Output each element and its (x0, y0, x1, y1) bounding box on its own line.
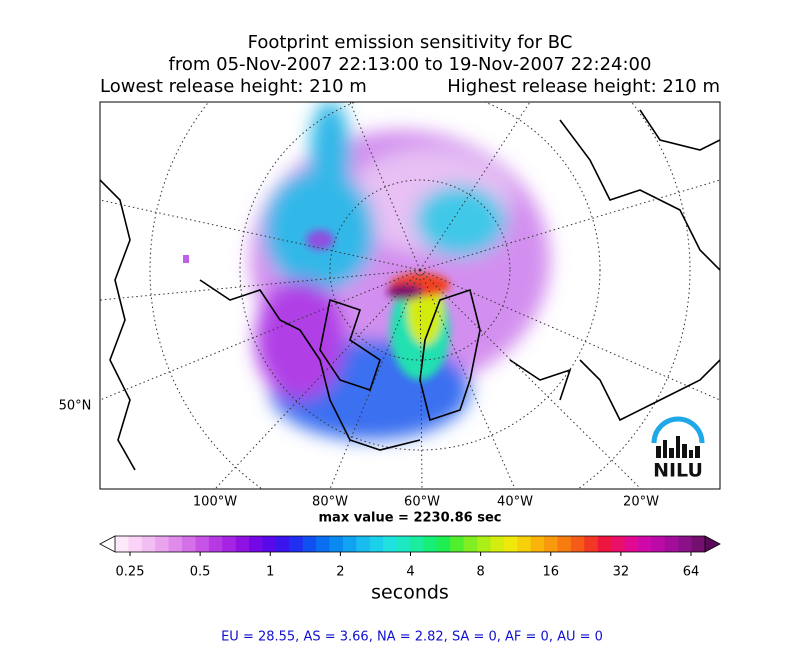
colorbar-tick-label: 8 (476, 565, 484, 580)
max-value: max value = 2230.86 sec (319, 511, 502, 526)
colorbar-segment (289, 536, 304, 552)
logo-text: NILU (653, 460, 703, 482)
lon-label: 40°W (497, 495, 533, 510)
lon-label: 100°W (193, 495, 237, 510)
colorbar-segment (316, 536, 331, 552)
colorbar-tick-label: 2 (336, 565, 344, 580)
colorbar-segment (356, 536, 371, 552)
colorbar-segment (611, 536, 626, 552)
coastlines (100, 109, 720, 471)
colorbar-segment (651, 536, 666, 552)
colorbar-segment (141, 536, 156, 552)
colorbar-segment (597, 536, 612, 552)
map-content (100, 102, 720, 489)
colorbar-segment (691, 536, 706, 552)
colorbar-tick-label: 0.5 (190, 565, 211, 580)
colorbar-segment (678, 536, 693, 552)
colorbar-segment (369, 536, 384, 552)
colorbar-segment (544, 536, 558, 552)
colorbar-segment (557, 536, 572, 552)
colorbar-segment (450, 536, 465, 552)
colorbar-tick-label: 4 (406, 565, 414, 580)
colorbar-segment (383, 536, 398, 552)
colorbar-segment (490, 536, 505, 552)
colorbar-segment (275, 536, 290, 552)
footer: EU = 28.55, AS = 3.66, NA = 2.82, SA = 0… (221, 630, 603, 645)
release-high: Highest release height: 210 m (447, 76, 720, 97)
colorbar-segment (530, 536, 545, 552)
colorbar-segment (423, 536, 438, 552)
colorbar-segment (182, 536, 196, 552)
colorbar-segment (302, 536, 317, 552)
colorbar: 0.25 0.5 1 2 4 8 16 32 64 (99, 535, 721, 580)
colorbar-segment (410, 536, 424, 552)
colorbar-segment (208, 536, 223, 552)
colorbar-segment (195, 536, 210, 552)
graticule (100, 102, 720, 489)
colorbar-segment (168, 536, 183, 552)
colorbar-segment (463, 536, 478, 552)
lon-label: 80°W (312, 495, 348, 510)
colorbar-tick-label: 0.25 (116, 565, 145, 580)
colorbar-tick-label: 16 (542, 565, 559, 580)
colorbar-segment (249, 536, 263, 552)
colorbar-segment (222, 536, 237, 552)
colorbar-segment (262, 536, 277, 552)
colorbar-segment (517, 536, 532, 552)
colorbar-segment (128, 536, 143, 552)
lat-label: 50°N (59, 399, 92, 414)
colorbar-segment (329, 536, 344, 552)
logo: NILU (651, 416, 705, 482)
lon-label: 20°W (623, 495, 659, 510)
plume-core (306, 230, 450, 380)
colorbar-segment (436, 536, 451, 552)
lon-label: 60°W (404, 495, 440, 510)
title-line: from 05-Nov-2007 22:13:00 to 19-Nov-2007… (169, 54, 652, 75)
plume (250, 102, 550, 440)
colorbar-label: seconds (371, 582, 449, 604)
colorbar-over (704, 535, 721, 553)
title-line: Footprint emission sensitivity for BC (248, 32, 573, 53)
map-frame (99, 101, 721, 490)
colorbar-tick-label: 1 (266, 565, 274, 580)
colorbar-segment (570, 536, 585, 552)
colorbar-tick-label: 32 (613, 565, 630, 580)
colorbar-segment (503, 536, 518, 552)
colorbar-segment (396, 536, 411, 552)
colorbar-segment (637, 536, 652, 552)
colorbar-under (99, 535, 116, 553)
release-low: Lowest release height: 210 m (100, 76, 367, 97)
colorbar-segment (584, 536, 599, 552)
colorbar-segment (664, 536, 679, 552)
colorbar-segment (477, 536, 491, 552)
colorbar-segment (624, 536, 639, 552)
colorbar-tick-label: 64 (683, 565, 700, 580)
colorbar-segment (342, 536, 357, 552)
colorbar-segment (155, 536, 170, 552)
colorbar-segment (235, 536, 250, 552)
colorbar-segment (115, 536, 129, 552)
